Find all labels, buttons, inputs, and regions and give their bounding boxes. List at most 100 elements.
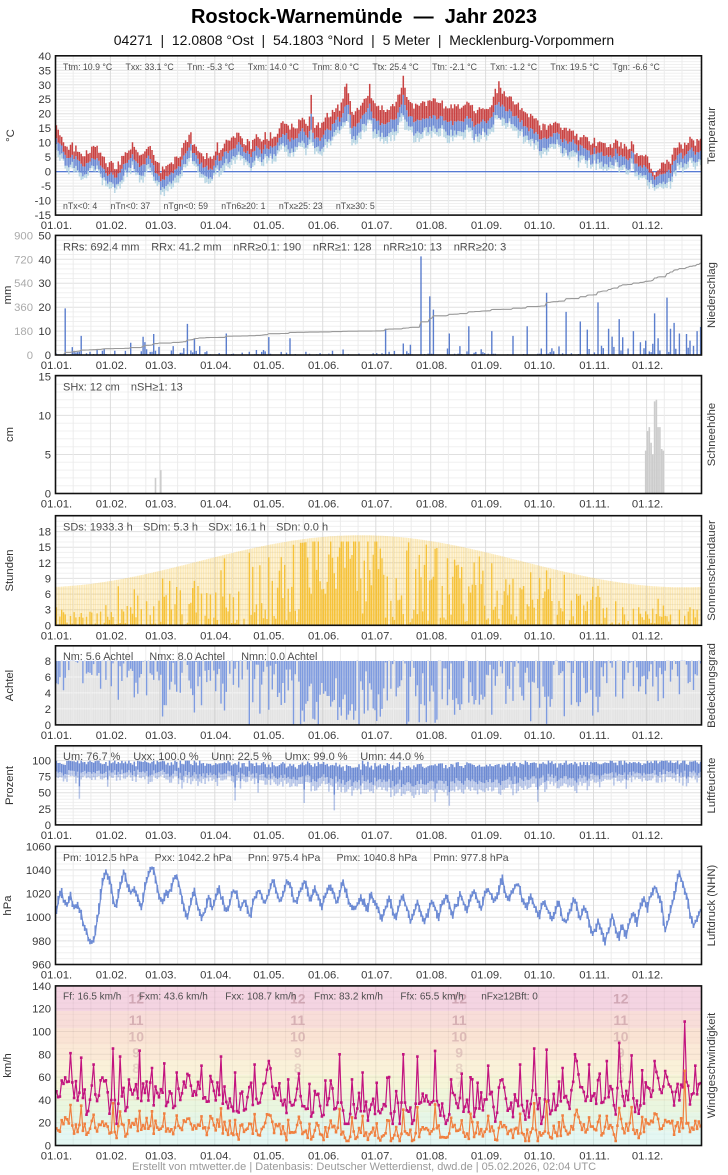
svg-text:01.03.: 01.03.	[145, 360, 176, 372]
svg-text:01.02.: 01.02.	[96, 1151, 127, 1163]
svg-text:3: 3	[45, 605, 51, 617]
svg-text:Luftdruck (NHN): Luftdruck (NHN)	[706, 864, 718, 946]
svg-text:01.07.: 01.07.	[361, 830, 392, 842]
svg-text:01.09.: 01.09.	[471, 1151, 502, 1163]
svg-text:01.08.: 01.08.	[416, 970, 447, 982]
svg-text:2: 2	[45, 704, 51, 716]
svg-text:Bedeckungsgrad: Bedeckungsgrad	[706, 643, 718, 728]
svg-text:18: 18	[38, 527, 51, 539]
svg-text:Pmn: 977.8 hPa: Pmn: 977.8 hPa	[433, 852, 508, 864]
svg-text:8: 8	[45, 656, 51, 668]
svg-text:6: 6	[45, 589, 51, 601]
svg-text:01.05.: 01.05.	[253, 1151, 284, 1163]
svg-text:01.02.: 01.02.	[96, 220, 127, 232]
svg-text:nTx<0: 4: nTx<0: 4	[63, 201, 97, 211]
svg-text:8: 8	[294, 1060, 302, 1076]
svg-text:01.11.: 01.11.	[579, 970, 610, 982]
svg-text:01.10.: 01.10.	[524, 970, 555, 982]
svg-text:01.03.: 01.03.	[145, 830, 176, 842]
svg-text:0: 0	[45, 620, 51, 632]
svg-text:01.10.: 01.10.	[524, 220, 555, 232]
svg-text:nTgn<0: 59: nTgn<0: 59	[164, 201, 209, 211]
svg-text:6: 6	[617, 1087, 625, 1103]
svg-text:Tgn: -6.6 °C: Tgn: -6.6 °C	[613, 62, 660, 72]
svg-text:Pm: 1012.5 hPa: Pm: 1012.5 hPa	[63, 852, 138, 864]
svg-text:8: 8	[455, 1060, 463, 1076]
svg-text:01.07.: 01.07.	[361, 360, 392, 372]
svg-text:01.02.: 01.02.	[96, 630, 127, 642]
svg-text:Tnm: 8.0 °C: Tnm: 8.0 °C	[312, 62, 359, 72]
svg-text:01.01.: 01.01.	[41, 220, 72, 232]
svg-text:4: 4	[45, 688, 51, 700]
svg-text:30: 30	[38, 80, 51, 92]
svg-text:980: 980	[32, 936, 51, 948]
svg-text:SDs: 1933.3 h: SDs: 1933.3 h	[63, 522, 133, 534]
svg-text:01.04.: 01.04.	[200, 360, 231, 372]
svg-text:0: 0	[45, 489, 51, 501]
svg-text:01.06.: 01.06.	[308, 730, 339, 742]
svg-text:12: 12	[128, 990, 144, 1006]
svg-text:15: 15	[38, 123, 51, 135]
svg-text:80: 80	[38, 1049, 51, 1061]
svg-text:7: 7	[132, 1074, 140, 1090]
svg-text:Nmx: 8.0 Achtel: Nmx: 8.0 Achtel	[149, 651, 225, 663]
svg-text:Erstellt von mtwetter.de | Dat: Erstellt von mtwetter.de | Datenbasis: D…	[132, 1161, 596, 1173]
svg-text:01.09.: 01.09.	[471, 730, 502, 742]
svg-text:10: 10	[38, 410, 51, 422]
svg-text:nRR≥20: 3: nRR≥20: 3	[454, 241, 507, 253]
svg-text:01.12.: 01.12.	[632, 830, 663, 842]
svg-text:01.07.: 01.07.	[361, 630, 392, 642]
svg-text:01.09.: 01.09.	[471, 360, 502, 372]
svg-text:12: 12	[451, 990, 467, 1006]
svg-text:Tnn: -5.3 °C: Tnn: -5.3 °C	[187, 62, 234, 72]
svg-text:Um: 76.7 %: Um: 76.7 %	[63, 751, 121, 763]
svg-text:01.03.: 01.03.	[145, 1151, 176, 1163]
svg-text:11: 11	[129, 1012, 144, 1028]
svg-text:nTn<0: 37: nTn<0: 37	[111, 201, 151, 211]
svg-text:120: 120	[32, 1004, 51, 1016]
svg-text:30: 30	[38, 278, 51, 290]
svg-text:01.02.: 01.02.	[96, 499, 127, 511]
svg-text:01.04.: 01.04.	[200, 830, 231, 842]
svg-text:mm: mm	[2, 286, 14, 305]
svg-text:01.02.: 01.02.	[96, 730, 127, 742]
svg-text:1060: 1060	[26, 841, 51, 853]
svg-text:10: 10	[613, 1029, 629, 1045]
svg-text:01.04.: 01.04.	[200, 1151, 231, 1163]
svg-text:Ttx: 25.4 °C: Ttx: 25.4 °C	[372, 62, 418, 72]
svg-text:9: 9	[455, 1045, 463, 1061]
svg-text:Ttn: -2.1 °C: Ttn: -2.1 °C	[432, 62, 477, 72]
svg-text:01.05.: 01.05.	[253, 499, 284, 511]
svg-text:nSH≥1: 13: nSH≥1: 13	[131, 382, 183, 394]
svg-text:SDx: 16.1 h: SDx: 16.1 h	[208, 522, 265, 534]
svg-text:01.05.: 01.05.	[253, 630, 284, 642]
svg-text:01.03.: 01.03.	[145, 220, 176, 232]
svg-text:01.06.: 01.06.	[308, 499, 339, 511]
svg-text:Unn: 22.5 %: Unn: 22.5 %	[211, 751, 272, 763]
svg-text:Txm: 14.0 °C: Txm: 14.0 °C	[248, 62, 299, 72]
svg-text:nRR≥1: 128: nRR≥1: 128	[313, 241, 372, 253]
svg-text:11: 11	[290, 1012, 305, 1028]
svg-text:Temperatur: Temperatur	[706, 107, 718, 164]
svg-text:10: 10	[290, 1029, 306, 1045]
svg-text:01.04.: 01.04.	[200, 630, 231, 642]
svg-text:nRR≥0.1: 190: nRR≥0.1: 190	[233, 241, 301, 253]
svg-text:01.11.: 01.11.	[579, 630, 610, 642]
svg-text:01.07.: 01.07.	[361, 499, 392, 511]
svg-text:01.10.: 01.10.	[524, 499, 555, 511]
svg-text:100: 100	[32, 756, 51, 768]
svg-text:5: 5	[45, 152, 51, 164]
svg-text:Fmx: 83.2 km/h: Fmx: 83.2 km/h	[314, 992, 383, 1003]
svg-text:15: 15	[38, 371, 51, 383]
svg-text:12: 12	[290, 990, 306, 1006]
svg-text:01.07.: 01.07.	[361, 1151, 392, 1163]
svg-text:6: 6	[45, 672, 51, 684]
svg-text:1040: 1040	[26, 865, 51, 877]
svg-text:50: 50	[38, 788, 51, 800]
svg-text:540: 540	[14, 278, 33, 290]
svg-text:960: 960	[32, 960, 51, 972]
svg-text:9: 9	[132, 1045, 140, 1061]
svg-text:01.10.: 01.10.	[524, 830, 555, 842]
svg-text:1020: 1020	[26, 889, 51, 901]
svg-text:900: 900	[14, 230, 33, 242]
